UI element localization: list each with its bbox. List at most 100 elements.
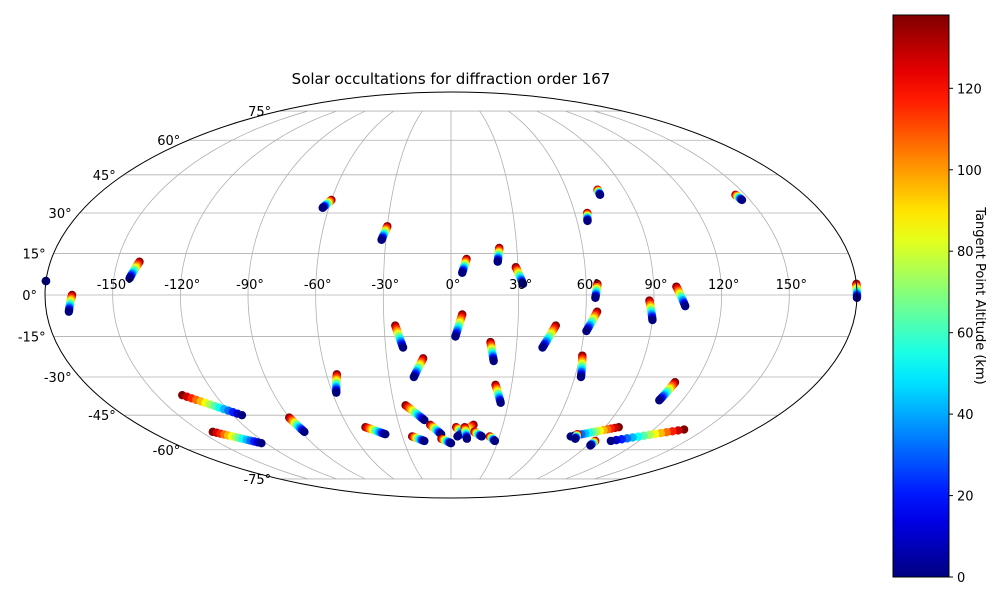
- longitude-tick-label: -90°: [236, 278, 264, 293]
- track-point: [490, 436, 500, 446]
- track-point: [681, 301, 690, 311]
- occultation-track: [125, 257, 144, 283]
- meridian-gridline: [179, 110, 337, 480]
- longitude-tick-label: 0°: [446, 278, 461, 293]
- meridian-gridline: [508, 110, 587, 480]
- track-point: [453, 432, 462, 441]
- track-point: [606, 436, 616, 446]
- track-point: [655, 396, 664, 405]
- occultation-track: [437, 434, 456, 448]
- track-point: [518, 279, 528, 289]
- track-point: [493, 257, 502, 266]
- occultation-track: [285, 413, 309, 437]
- track-point: [489, 356, 498, 366]
- occultation-track: [571, 429, 582, 443]
- latitude-tick-label: 75°: [248, 105, 271, 120]
- longitude-tick-label: -150°: [97, 278, 133, 293]
- occultation-track: [731, 190, 747, 205]
- latitude-tick-label: -45°: [88, 409, 116, 424]
- occultation-track: [425, 420, 446, 439]
- longitude-tick-label: 120°: [708, 278, 739, 293]
- track-point: [318, 203, 327, 212]
- track-point: [648, 315, 657, 325]
- track-point: [237, 410, 247, 420]
- track-point: [576, 372, 586, 382]
- track-point: [477, 432, 486, 441]
- occultation-track: [645, 296, 657, 325]
- colorbar: 0 20 40 60 80 100 120 Tangent Point Altitude (…: [892, 14, 987, 586]
- latitude-tick-label: -75°: [243, 473, 271, 488]
- longitude-tick-label: -30°: [371, 278, 399, 293]
- occultation-track: [361, 422, 390, 439]
- track-point: [737, 195, 747, 205]
- occultation-track: [407, 432, 429, 446]
- track-point: [64, 307, 74, 316]
- latitude-tick-label: 15°: [23, 247, 46, 262]
- occultation-track: [576, 351, 587, 382]
- meridian-gridline: [112, 110, 308, 480]
- latitude-tick-label: 30°: [49, 207, 72, 222]
- track-point: [381, 429, 390, 439]
- track-point: [420, 436, 429, 446]
- track-point: [420, 415, 429, 425]
- occultation-track: [178, 390, 247, 420]
- track-point: [377, 235, 386, 244]
- latitude-tick-label: 60°: [157, 134, 180, 149]
- occultation-track: [377, 222, 392, 244]
- occultation-track: [586, 436, 600, 450]
- longitude-tick-label: -120°: [164, 278, 200, 293]
- occultation-track: [582, 208, 592, 226]
- graticule: [45, 110, 857, 480]
- occultation-track: [485, 432, 500, 446]
- occultation-track: [208, 427, 266, 448]
- track-point: [591, 293, 600, 302]
- track-point: [496, 398, 505, 407]
- track-point: [125, 274, 134, 283]
- meridian-gridline: [479, 110, 520, 480]
- colorbar-tick-label: 20: [957, 490, 974, 505]
- occultation-track: [511, 263, 528, 289]
- latitude-tick-label: 45°: [93, 169, 116, 184]
- meridian-gridline: [594, 110, 790, 480]
- track-point: [257, 439, 266, 448]
- occultation-track: [458, 254, 471, 277]
- occultation-track: [332, 370, 342, 397]
- occultation-tracks: [41, 185, 862, 450]
- track-point: [582, 326, 591, 336]
- longitude-tick-label: 30°: [509, 278, 532, 293]
- occultation-track: [606, 425, 689, 446]
- occultation-track: [566, 422, 623, 441]
- chart-title: Solar occultations for diffraction order…: [292, 70, 611, 88]
- track-point: [409, 372, 419, 382]
- colorbar-tick-label: 80: [957, 245, 974, 260]
- occultation-track: [470, 427, 486, 441]
- colorbar-gradient: [892, 14, 950, 578]
- colorbar-tick-label: 100: [957, 164, 982, 179]
- track-point: [538, 343, 547, 352]
- track-point: [586, 441, 595, 450]
- colorbar-tick-label: 0: [957, 571, 965, 586]
- track-point: [451, 332, 460, 341]
- occultation-track: [409, 354, 428, 382]
- colorbar-ticks: 0 20 40 60 80 100 120: [949, 82, 982, 586]
- colorbar-label: Tangent Point Altitude (km): [972, 206, 987, 384]
- longitude-tick-label: 90°: [644, 278, 667, 293]
- axis-tick-labels: -150° -120° -90° -60° -30° 0° 30° 60° 90° 120° 150…: [18, 105, 807, 488]
- occultation-track: [391, 321, 408, 352]
- track-point: [332, 388, 341, 397]
- meridian-gridline: [382, 110, 423, 480]
- occultation-track: [318, 195, 336, 212]
- latitude-tick-label: -15°: [18, 331, 46, 346]
- colorbar-tick-label: 60: [957, 327, 974, 342]
- meridian-gridline: [565, 110, 723, 480]
- latitude-tick-label: 0°: [22, 289, 37, 304]
- occultation-track: [451, 310, 467, 341]
- occultation-track: [493, 243, 504, 266]
- longitude-tick-label: 60°: [577, 278, 600, 293]
- occultation-track: [591, 279, 602, 302]
- occultation-track: [64, 290, 77, 316]
- track-point: [446, 439, 456, 448]
- occultation-track: [538, 321, 560, 352]
- track-point: [571, 434, 580, 443]
